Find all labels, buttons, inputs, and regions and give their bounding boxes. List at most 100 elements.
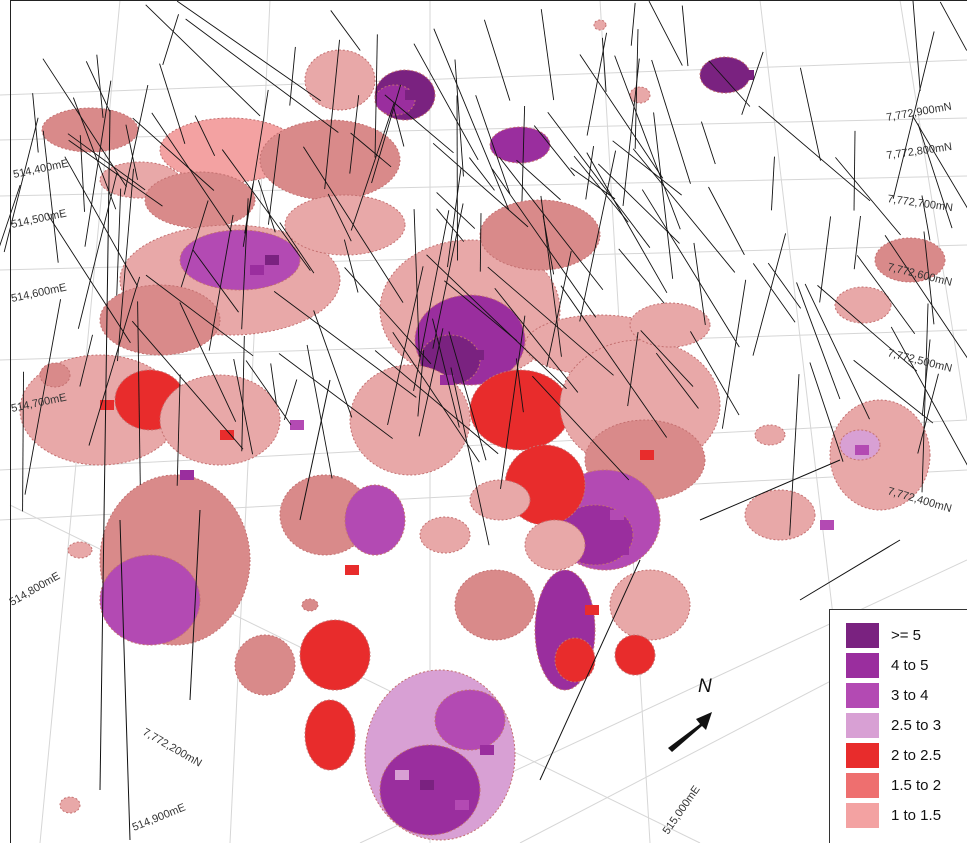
drill-hole-trace	[570, 167, 616, 200]
legend-swatch	[846, 772, 879, 798]
grade-block	[455, 800, 469, 810]
drill-hole-trace	[804, 283, 870, 420]
grade-block	[180, 470, 194, 480]
drill-hole-trace	[159, 63, 186, 144]
grade-shell	[434, 689, 506, 751]
grade-block	[585, 605, 599, 615]
drill-hole-trace	[137, 301, 141, 485]
grade-legend: >= 5 4 to 5 3 to 4 2.5 to 3 2 to 2.5 1.5…	[829, 609, 967, 843]
grade-block	[480, 745, 494, 755]
legend-swatch	[846, 742, 879, 768]
drill-hole-trace	[426, 254, 567, 390]
northing-label: 7,772,700mN	[887, 193, 954, 214]
drill-hole-trace	[699, 459, 841, 521]
drill-hole-trace	[179, 302, 237, 422]
grid-line	[0, 59, 967, 96]
drill-hole-trace	[413, 43, 479, 161]
drill-hole-trace	[413, 210, 450, 391]
drill-hole-trace	[233, 358, 254, 455]
drill-hole-trace	[630, 2, 636, 46]
drill-hole-trace	[454, 59, 464, 177]
legend-label: 2.5 to 3	[891, 716, 942, 734]
grade-shell	[469, 479, 531, 521]
drill-hole-trace	[245, 360, 292, 426]
drill-hole-trace	[487, 266, 614, 376]
drill-hole-trace	[162, 14, 179, 66]
drill-hole-trace	[546, 251, 572, 368]
drill-hole-trace	[708, 60, 751, 107]
drill-hole-trace	[796, 282, 841, 400]
drill-hole-trace	[42, 58, 127, 188]
grade-shell	[754, 424, 786, 446]
grade-block	[220, 430, 234, 440]
legend-label: 1.5 to 2	[891, 776, 942, 794]
drill-hole-trace	[917, 373, 939, 454]
drill-hole-trace	[418, 328, 444, 437]
drill-hole-trace	[799, 67, 821, 161]
drill-hole-trace	[194, 115, 216, 156]
frame-left-edge	[10, 0, 11, 843]
drill-hole-trace	[708, 186, 745, 256]
drill-hole-trace	[374, 34, 378, 158]
grid-line	[899, 0, 967, 421]
drill-hole-trace	[79, 334, 93, 387]
drill-hole-trace	[532, 375, 630, 481]
legend-item: 3 to 4	[846, 680, 967, 710]
legend-label: 3 to 4	[891, 686, 929, 704]
drill-hole-trace	[690, 331, 740, 416]
grade-shell	[454, 569, 536, 641]
grade-block	[345, 565, 359, 575]
grade-shell	[469, 369, 571, 451]
drill-hole-trace	[681, 5, 689, 67]
legend-label: 2 to 2.5	[891, 746, 942, 764]
drill-hole-trace	[533, 125, 575, 177]
grade-shell	[179, 229, 301, 291]
legend-swatch	[846, 682, 879, 708]
drill-hole-trace	[24, 299, 62, 495]
northing-label: 7,772,500mN	[886, 347, 953, 375]
drill-hole-trace	[586, 152, 668, 294]
grade-block	[395, 770, 409, 780]
drill-hole-trace	[585, 145, 595, 200]
drill-hole-trace	[84, 80, 112, 247]
grade-shell	[744, 489, 816, 541]
grade-block	[150, 590, 164, 600]
drill-hole-trace	[350, 102, 395, 231]
drill-hole-trace	[444, 280, 518, 342]
drill-hole-trace	[273, 290, 417, 398]
easting-label: 514,800mE	[8, 570, 63, 609]
drill-hole-trace	[892, 31, 935, 199]
drill-hole-trace	[79, 135, 85, 212]
drill-hole-trace	[923, 231, 935, 325]
grade-block	[615, 545, 629, 555]
drill-hole-trace	[145, 274, 254, 357]
drill-hole-trace	[752, 233, 787, 356]
drill-hole-trace	[468, 157, 495, 191]
drill-hole-trace	[597, 163, 680, 244]
drill-hole-trace	[85, 61, 111, 112]
drill-hole-trace	[241, 335, 245, 452]
drill-hole-trace	[306, 344, 333, 479]
grade-shell	[479, 199, 601, 271]
drill-hole-trace	[279, 222, 315, 274]
drill-hole-trace	[327, 193, 352, 242]
legend-label: >= 5	[891, 626, 922, 644]
drill-hole-trace	[483, 19, 511, 101]
northing-label: 7,772,200mN	[141, 726, 204, 769]
drill-hole-trace	[540, 9, 555, 101]
drill-hole-trace	[579, 150, 617, 322]
legend-item: >= 5	[846, 620, 967, 650]
drill-hole-trace	[3, 117, 39, 253]
drill-hole-trace	[32, 93, 39, 153]
grade-block	[740, 70, 754, 80]
drill-hole-trace	[67, 133, 146, 191]
grade-shell	[301, 598, 319, 612]
drill-hole-trace	[939, 1, 967, 51]
drill-hole-trace	[283, 379, 298, 420]
grade-shell	[234, 634, 296, 696]
easting-label: 514,500mE	[10, 207, 68, 230]
drill-hole-trace	[921, 195, 931, 241]
drill-hole-trace	[641, 189, 740, 348]
